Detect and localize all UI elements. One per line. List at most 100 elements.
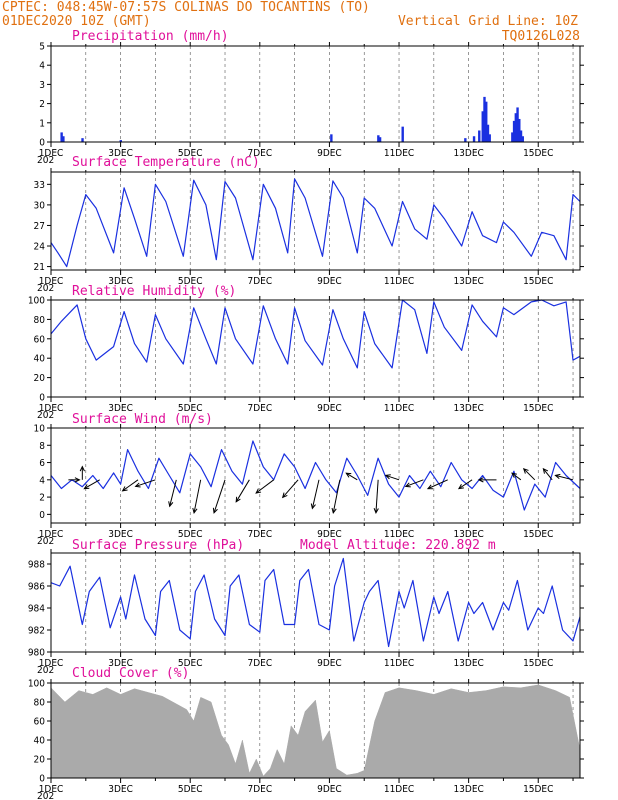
cloud-x-tick-label: 11DEC — [384, 784, 414, 795]
header-grid-line: Vertical Grid Line: 10Z — [398, 14, 578, 29]
wind-arrow — [68, 477, 81, 483]
wind-arrow — [457, 479, 473, 490]
header-model-code: TQ0126L028 — [502, 29, 580, 44]
wind-arrow — [511, 472, 522, 481]
rh-x-tick-label: 15DEC — [523, 403, 553, 414]
wind-y-tick-label: 10 — [34, 424, 46, 435]
precip-y-tick-label: 1 — [39, 118, 45, 129]
pres-x-tick-label: 3DEC — [108, 658, 133, 669]
precip-bar — [62, 136, 65, 142]
precip-bar — [518, 118, 521, 142]
precip-year-label: 202 — [37, 155, 54, 166]
cloud-x-tick-label: 5DEC — [178, 784, 203, 795]
wind-arrow — [542, 467, 553, 481]
pres-year-label: 202 — [37, 665, 54, 676]
cloud-x-tick-label: 7DEC — [248, 784, 273, 795]
precip-bar — [511, 132, 514, 142]
rh-year-label: 202 — [37, 410, 54, 421]
temp-year-label: 202 — [37, 283, 54, 294]
precip-x-tick-label: 1DEC — [39, 148, 64, 159]
pres-y-tick-label: 988 — [28, 560, 45, 571]
temp-x-tick-label: 5DEC — [178, 276, 203, 287]
rh-x-tick-label: 7DEC — [248, 403, 273, 414]
temp-x-tick-label: 15DEC — [523, 276, 553, 287]
precip-bar — [377, 135, 380, 142]
wind-title: Surface Wind (m/s) — [72, 412, 213, 427]
pres-y-tick-label: 980 — [28, 648, 45, 659]
cloud-year-label: 202 — [37, 791, 54, 800]
precip-x-tick-label: 3DEC — [108, 148, 133, 159]
temp-y-tick-label: 24 — [34, 242, 46, 253]
pres-y-tick-label: 982 — [28, 626, 45, 637]
wind-arrow — [426, 479, 448, 490]
rh-y-tick-label: 80 — [34, 315, 46, 326]
wind-arrow — [83, 479, 100, 490]
wind-x-tick-label: 11DEC — [384, 529, 414, 540]
wind-x-tick-label: 13DEC — [453, 529, 483, 540]
pres-x-tick-label: 11DEC — [384, 658, 414, 669]
wind-frame — [50, 427, 581, 524]
wind-y-tick-label: 4 — [39, 475, 45, 486]
cloud-x-tick-label: 13DEC — [453, 784, 483, 795]
precip-bar — [516, 107, 519, 142]
rh-x-tick-label: 5DEC — [178, 403, 203, 414]
wind-x-tick-label: 5DEC — [178, 529, 203, 540]
wind-arrow — [554, 473, 574, 481]
wind-year-label: 202 — [37, 536, 54, 547]
pres-x-tick-label: 9DEC — [317, 658, 342, 669]
precip-bar — [472, 136, 476, 142]
temp-panel: 21 24 27 30 33 1DEC 3DEC 5DEC 7DEC 9DEC 11DEC 13DEC… — [34, 155, 584, 294]
wind-arrow — [192, 479, 202, 514]
wind-y-tick-label: 0 — [39, 510, 45, 521]
precip-title: Precipitation (mm/h) — [72, 29, 229, 44]
cloud-x-tick-label: 9DEC — [317, 784, 342, 795]
precip-x-tick-label: 5DEC — [178, 148, 203, 159]
cloud-x-tick-label: 3DEC — [108, 784, 133, 795]
wind-x-tick-label: 1DEC — [39, 529, 64, 540]
temp-y-tick-label: 33 — [34, 180, 45, 191]
cloud-x-tick-label: 15DEC — [523, 784, 553, 795]
precip-bar — [483, 96, 486, 142]
wind-x-tick-label: 9DEC — [317, 529, 342, 540]
precip-bar — [519, 130, 523, 142]
wind-y-tick-label: 6 — [39, 458, 45, 469]
cloud-y-tick-label: 80 — [34, 698, 46, 709]
temp-x-tick-label: 11DEC — [384, 276, 414, 287]
precip-bar — [378, 137, 382, 142]
pres-x-tick-label: 13DEC — [453, 658, 483, 669]
temp-title: Surface Temperature (nC) — [72, 155, 260, 170]
temp-x-tick-label: 9DEC — [317, 276, 342, 287]
rh-x-tick-label: 11DEC — [384, 403, 414, 414]
precip-x-tick-label: 15DEC — [523, 148, 553, 159]
pres-y-tick-label: 984 — [28, 604, 45, 615]
precip-y-tick-label: 0 — [39, 138, 45, 149]
rh-title: Relative Humidity (%) — [72, 284, 236, 299]
wind-y-tick-label: 8 — [39, 441, 45, 452]
rh-line — [50, 299, 581, 369]
temp-x-tick-label: 7DEC — [248, 276, 273, 287]
rh-frame — [50, 299, 581, 398]
temp-y-tick-label: 30 — [34, 200, 46, 211]
precip-y-tick-label: 5 — [39, 42, 45, 53]
rh-panel: 0 20 40 60 80 100 1DEC 3DEC 5DEC 7DEC 9DEC 11DEC 13D… — [28, 284, 584, 421]
rh-y-tick-label: 0 — [39, 393, 45, 404]
rh-y-tick-label: 60 — [34, 334, 46, 345]
precip-bar — [119, 140, 123, 142]
precip-x-tick-label: 7DEC — [248, 148, 273, 159]
temp-y-tick-label: 21 — [34, 262, 45, 273]
precip-bar — [485, 101, 488, 142]
wind-arrow — [345, 472, 358, 481]
precip-panel: 0 1 2 3 4 5 1DEC 3DEC 5DEC 7DEC 9DEC 11DEC 13DEC 15DE… — [37, 29, 584, 166]
cloud-y-tick-label: 40 — [34, 736, 46, 747]
precip-y-tick-label: 3 — [39, 80, 45, 91]
wind-arrow — [212, 479, 226, 514]
rh-y-tick-label: 40 — [34, 354, 46, 365]
wind-arrow — [404, 479, 424, 488]
precip-y-tick-label: 2 — [39, 99, 45, 110]
wind-x-tick-label: 7DEC — [248, 529, 273, 540]
precip-frame — [50, 45, 581, 143]
precip-bar — [478, 130, 481, 142]
temp-x-tick-label: 13DEC — [453, 276, 483, 287]
wind-arrow — [331, 479, 341, 514]
